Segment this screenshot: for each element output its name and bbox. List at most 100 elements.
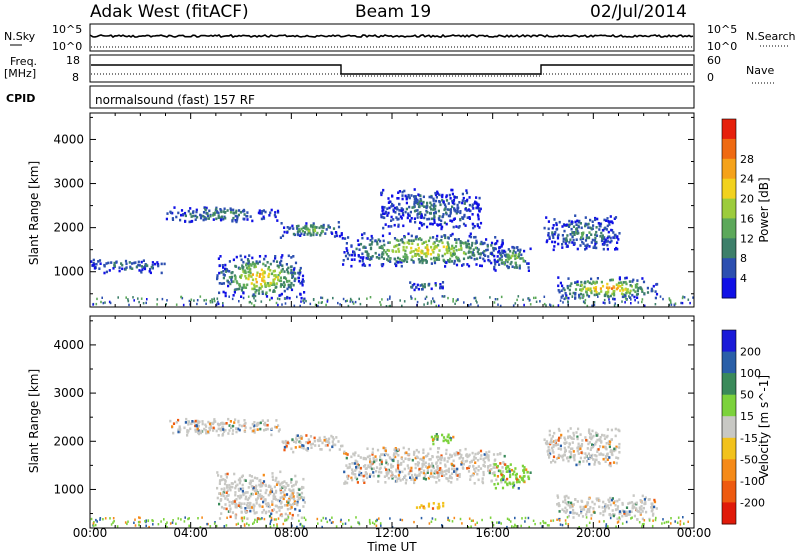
power-ground-cell [302, 299, 304, 303]
velocity-echo-cell [521, 478, 524, 481]
velocity-echo-cell [615, 445, 618, 449]
velocity-echo-cell [350, 455, 353, 459]
velocity-echo-cell [567, 514, 570, 518]
velocity-echo-cell [271, 475, 274, 478]
power-echo-cell [272, 289, 275, 292]
velocity-echo-cell [260, 494, 263, 498]
power-echo-cell [230, 276, 233, 279]
power-echo-cell [555, 221, 558, 225]
power-echo-cell [608, 286, 611, 289]
power-echo-cell [413, 209, 417, 213]
velocity-ground-cell [322, 516, 325, 520]
power-echo-cell [216, 277, 219, 281]
power-echo-cell [494, 269, 497, 272]
power-echo-cell [436, 190, 439, 194]
velocity-echo-cell [435, 433, 438, 436]
velocity-echo-cell [371, 447, 374, 451]
velocity-echo-cell [344, 480, 347, 484]
power-echo-cell [257, 289, 261, 292]
power-echo-cell [435, 237, 438, 241]
power-echo-cell [204, 207, 207, 211]
power-echo-cell [655, 292, 659, 296]
velocity-ground-cell [609, 516, 612, 520]
velocity-echo-cell [246, 501, 249, 505]
velocity-echo-cell [618, 498, 621, 501]
velocity-echo-cell [297, 514, 300, 517]
power-echo-cell [430, 287, 433, 291]
power-echo-cell [430, 203, 433, 207]
velocity-echo-cell [608, 513, 611, 516]
velocity-echo-cell [567, 503, 570, 507]
velocity-echo-cell [474, 457, 477, 460]
power-echo-cell [572, 291, 575, 295]
power-echo-cell [561, 225, 564, 228]
power-echo-cell [298, 230, 301, 233]
velocity-echo-cell [294, 446, 297, 449]
power-echo-cell [313, 225, 316, 229]
power-echo-cell [390, 219, 393, 222]
power-echo-cell [469, 232, 472, 236]
power-echo-cell [479, 264, 482, 267]
power-echo-cell [420, 202, 423, 205]
power-echo-cell [380, 213, 383, 217]
power-echo-cell [257, 292, 261, 295]
power-ground-cell [583, 295, 585, 298]
velocity-echo-cell [605, 455, 608, 458]
power-ground-cell [399, 299, 401, 302]
power-echo-cell [328, 226, 331, 229]
power-echo-cell [582, 242, 585, 245]
velocity-echo-cell [246, 517, 249, 520]
velocity-echo-cell [405, 451, 408, 454]
power-ground-cell [534, 296, 537, 299]
power-echo-cell [192, 210, 195, 213]
velocity-echo-cell [368, 457, 372, 461]
power-echo-cell [312, 230, 315, 234]
velocity-ground-cell [166, 521, 168, 524]
power-ground-cell [242, 296, 245, 300]
velocity-echo-cell [588, 428, 591, 431]
power-echo-cell [453, 217, 456, 221]
velocity-echo-cell [332, 437, 335, 441]
velocity-echo-cell [275, 483, 279, 486]
velocity-echo-cell [293, 500, 296, 503]
power-echo-cell [618, 232, 621, 235]
velocity-echo-cell [298, 436, 301, 440]
power-echo-cell [272, 259, 275, 263]
power-echo-cell [601, 284, 605, 288]
velocity-echo-cell [284, 517, 287, 521]
power-echo-cell [629, 284, 632, 287]
power-echo-cell [398, 260, 401, 264]
power-echo-cell [613, 286, 616, 289]
power-ground-cell [102, 301, 105, 305]
velocity-echo-cell [438, 468, 441, 471]
velocity-echo-cell [196, 420, 200, 423]
power-echo-cell [413, 288, 416, 292]
power-echo-cell [350, 253, 354, 257]
power-echo-cell [512, 246, 515, 249]
velocity-echo-cell [625, 506, 629, 509]
velocity-colorbar-tick: 15 [740, 410, 754, 423]
velocity-echo-cell [430, 469, 433, 472]
velocity-echo-cell [185, 417, 188, 421]
power-echo-cell [410, 234, 413, 238]
power-echo-cell [153, 262, 156, 266]
power-ground-cell [366, 297, 368, 300]
velocity-echo-cell [227, 417, 230, 421]
power-ground-cell [452, 298, 454, 301]
velocity-ground-cell [138, 516, 140, 519]
velocity-ground-cell [470, 519, 473, 522]
velocity-ground-cell [428, 522, 431, 525]
power-echo-cell [464, 241, 467, 244]
velocity-echo-cell [449, 453, 452, 457]
power-echo-cell [118, 269, 121, 273]
velocity-ground-cell [453, 516, 456, 520]
power-echo-cell [388, 200, 391, 203]
power-echo-cell [353, 258, 356, 261]
velocity-ground-cell [474, 523, 477, 526]
velocity-echo-cell [169, 419, 172, 423]
power-ground-cell [213, 297, 215, 300]
power-echo-cell [270, 272, 274, 276]
velocity-echo-cell [458, 452, 461, 456]
velocity-ground-cell [183, 520, 186, 523]
velocity-echo-cell [378, 470, 381, 474]
